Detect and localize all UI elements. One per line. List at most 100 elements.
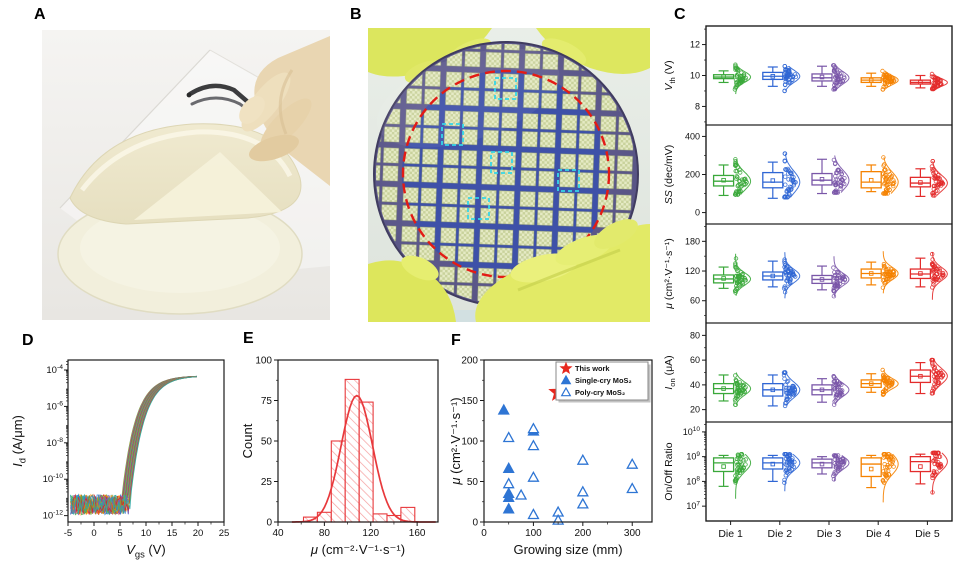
die-group-2 <box>762 452 801 492</box>
panel-e-histogram: 40 80 120 160 0 25 50 75 100 μ (cm⁻²·V⁻¹·s⁻¹) Coun… <box>240 356 439 557</box>
svg-text:Vth (V): Vth (V) <box>663 60 677 90</box>
svg-text:Die 5: Die 5 <box>915 528 940 540</box>
series-1 <box>497 403 540 514</box>
die-group-5 <box>909 357 948 396</box>
svg-text:180: 180 <box>685 236 700 246</box>
glove-bottom-right-hand <box>475 219 650 322</box>
svg-text:60: 60 <box>690 296 700 306</box>
svg-text:109: 109 <box>686 451 700 462</box>
svg-text:25: 25 <box>219 528 230 539</box>
svg-text:20: 20 <box>690 405 700 415</box>
svg-text:10-12: 10-12 <box>43 510 64 522</box>
svg-text:Single-cry MoS₂: Single-cry MoS₂ <box>575 376 632 385</box>
panel-a-label: A <box>34 6 46 23</box>
svg-text:Die 2: Die 2 <box>768 528 793 540</box>
svg-text:108: 108 <box>686 476 700 487</box>
svg-text:0: 0 <box>266 518 272 529</box>
svg-text:40: 40 <box>690 380 700 390</box>
die-group-5 <box>909 450 948 495</box>
die-group-1 <box>712 62 752 95</box>
svg-text:200: 200 <box>685 170 700 180</box>
wafer <box>373 41 639 307</box>
svg-text:Die 4: Die 4 <box>866 528 891 540</box>
svg-text:0: 0 <box>472 518 478 529</box>
svg-text:0: 0 <box>91 528 96 539</box>
svg-text:10: 10 <box>141 528 152 539</box>
die-group-2 <box>762 151 801 200</box>
svg-text:160: 160 <box>409 528 426 539</box>
svg-text:10-6: 10-6 <box>46 400 63 412</box>
die-group-4 <box>860 367 899 397</box>
die-group-4 <box>860 68 899 92</box>
svg-text:40: 40 <box>272 528 284 539</box>
panel-b-photo <box>368 28 650 322</box>
svg-text:μ (cm⁻²·V⁻¹·s⁻¹): μ (cm⁻²·V⁻¹·s⁻¹) <box>310 542 405 557</box>
svg-text:1010: 1010 <box>683 426 701 437</box>
svg-text:μ (cm²·V⁻¹·s⁻¹): μ (cm²·V⁻¹·s⁻¹) <box>448 397 463 485</box>
die-group-4 <box>860 251 899 294</box>
die-group-3 <box>811 374 850 407</box>
svg-text:120: 120 <box>362 528 379 539</box>
svg-text:60: 60 <box>690 355 700 365</box>
die-group-2 <box>762 252 801 299</box>
svg-text:12: 12 <box>690 40 700 50</box>
svg-text:15: 15 <box>167 528 178 539</box>
subplot-1: 0 200 400 SS (dec/mV) <box>663 124 953 225</box>
panel-f-benchmark-scatter: 0 100 200 300 0 50 100 150 200 This work Single-cr… <box>448 356 653 557</box>
glove-bottom-left <box>368 255 456 322</box>
svg-text:On/Off Ratio: On/Off Ratio <box>663 442 675 500</box>
panel-c-label: C <box>674 6 686 23</box>
die-group-2 <box>762 64 801 94</box>
die-group-1 <box>712 253 752 296</box>
svg-text:10-4: 10-4 <box>46 364 63 376</box>
svg-text:-5: -5 <box>64 528 72 539</box>
svg-text:100: 100 <box>461 437 478 448</box>
svg-text:Count: Count <box>240 423 255 458</box>
die-group-4 <box>860 155 899 196</box>
die-group-2 <box>762 370 801 409</box>
die-group-5 <box>909 158 948 198</box>
die-group-3 <box>811 256 850 299</box>
svg-text:80: 80 <box>319 528 331 539</box>
svg-text:Ion (μA): Ion (μA) <box>663 355 677 389</box>
svg-text:100: 100 <box>255 356 272 367</box>
svg-text:25: 25 <box>261 477 273 488</box>
subplot-0: 8 10 12 Vth (V) <box>663 25 953 126</box>
svg-text:75: 75 <box>261 396 273 407</box>
svg-text:Poly-cry MoS₂: Poly-cry MoS₂ <box>575 388 625 397</box>
panel-f-label: F <box>451 332 461 349</box>
panel-c-box-plots: 8 10 12 Vth (V) 0 200 400 SS (dec/mV) 60 120 180 μ … <box>663 25 953 540</box>
svg-text:10: 10 <box>690 71 700 81</box>
svg-text:10-10: 10-10 <box>43 473 64 485</box>
series-2 <box>502 422 639 525</box>
svg-text:80: 80 <box>690 330 700 340</box>
die-group-1 <box>712 372 752 407</box>
die-group-5 <box>909 251 948 300</box>
svg-text:8: 8 <box>695 101 700 111</box>
svg-text:100: 100 <box>525 528 542 539</box>
svg-text:20: 20 <box>193 528 204 539</box>
panel-a-photo <box>42 30 330 320</box>
svg-text:150: 150 <box>461 396 478 407</box>
die-group-1 <box>712 157 752 197</box>
svg-text:50: 50 <box>261 437 273 448</box>
hist-bar <box>358 401 374 523</box>
svg-text:This work: This work <box>575 364 610 373</box>
svg-text:200: 200 <box>461 356 478 367</box>
die-group-5 <box>909 71 948 92</box>
hist-bar <box>372 513 388 523</box>
svg-text:200: 200 <box>574 528 591 539</box>
panel-d-transfer-curves: -5 0 5 10 15 20 25 10-12 10-10 10-8 10-6 10-4 Vgs (V… <box>10 359 230 560</box>
film-draped-circle <box>69 123 302 225</box>
panel-e-label: E <box>243 330 254 347</box>
svg-text:Growing size (mm): Growing size (mm) <box>513 542 622 557</box>
svg-text:400: 400 <box>685 131 700 141</box>
die-group-3 <box>811 155 850 195</box>
die-group-4 <box>860 452 899 503</box>
svg-text:μ (cm²·V⁻¹·s⁻¹): μ (cm²·V⁻¹·s⁻¹) <box>663 238 675 310</box>
legend: This work Single-cry MoS₂ Poly-cry MoS₂ <box>555 361 651 403</box>
svg-text:Die 1: Die 1 <box>718 528 743 540</box>
subplot-4: 107 108 109 1010 On/Off Ratio Die 1 Die 2 Die 3… <box>663 421 953 540</box>
panel-d-label: D <box>22 332 34 349</box>
